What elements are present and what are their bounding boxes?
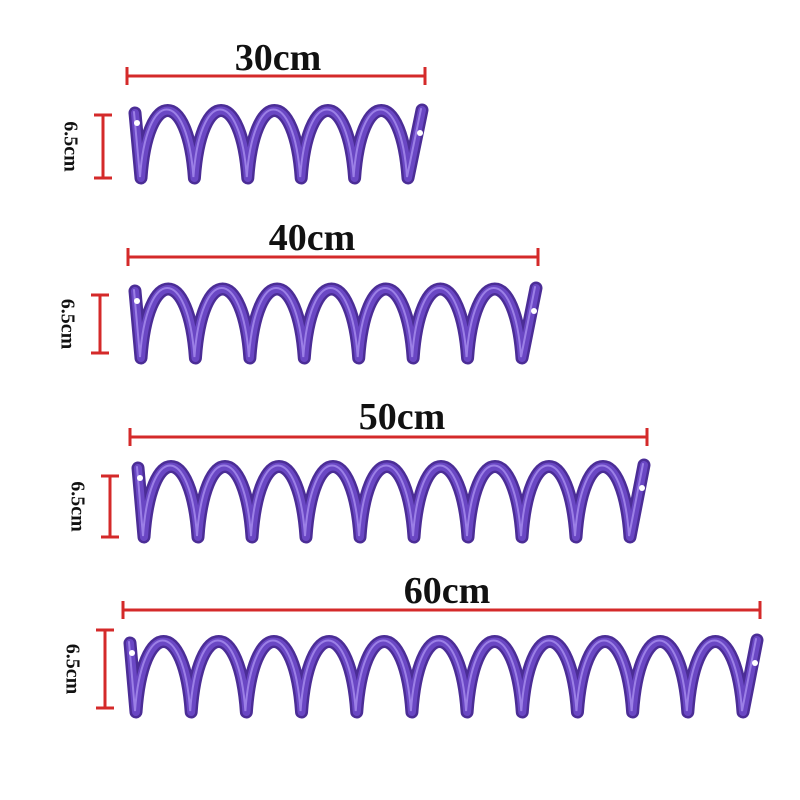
spring-hole — [639, 485, 645, 491]
size-row: 60cm 6.5cm — [61, 570, 764, 719]
spring — [123, 633, 764, 719]
height-label: 6.5cm — [56, 299, 78, 350]
spring-body — [131, 106, 426, 182]
spring-hole — [531, 308, 537, 314]
height-label: 6.5cm — [61, 644, 83, 695]
size-row: 50cm 6.5cm — [66, 396, 651, 544]
spring-hole — [137, 475, 143, 481]
height-label: 6.5cm — [59, 121, 81, 172]
height-label: 6.5cm — [66, 481, 88, 532]
spring-hole — [129, 650, 135, 656]
length-label: 30cm — [235, 37, 322, 79]
size-row: 30cm 6.5cm — [59, 37, 429, 185]
length-label: 50cm — [359, 396, 446, 438]
spring-hole — [752, 660, 758, 666]
spring-highlight — [133, 108, 422, 178]
spring-highlight — [136, 463, 644, 537]
spring-highlight — [133, 286, 536, 358]
size-row: 40cm 6.5cm — [56, 217, 543, 365]
length-label: 60cm — [404, 570, 491, 612]
spring-highlight — [128, 638, 757, 712]
length-label: 40cm — [269, 217, 356, 259]
spring-hole — [417, 130, 423, 136]
spring-hole — [134, 120, 140, 126]
spring-hole — [134, 298, 140, 304]
